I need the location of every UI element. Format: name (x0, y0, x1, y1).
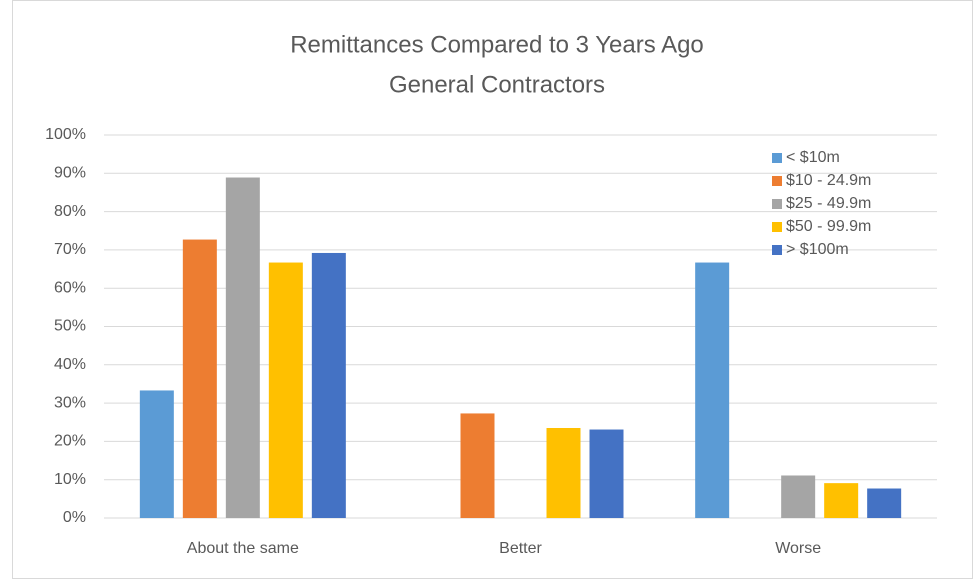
bar (824, 483, 859, 518)
legend-label: $25 - 49.9m (786, 195, 871, 212)
bar (182, 239, 217, 518)
y-tick-label: 60% (54, 279, 86, 296)
bar (781, 475, 816, 518)
chart-subtitle: General Contractors (389, 71, 605, 98)
legend-swatch (772, 153, 782, 163)
legend-swatch (772, 245, 782, 255)
legend-swatch (772, 199, 782, 209)
x-tick-label: About the same (187, 540, 299, 557)
y-tick-label: 100% (45, 126, 86, 143)
x-tick-label: Worse (775, 540, 821, 557)
bar (311, 252, 346, 519)
legend-swatch (772, 222, 782, 232)
y-tick-label: 0% (63, 509, 86, 526)
bar (268, 262, 303, 518)
bar (546, 427, 581, 518)
y-tick-label: 50% (54, 318, 86, 335)
legend-label: $50 - 99.9m (786, 218, 871, 235)
x-tick-label: Better (499, 540, 542, 557)
legend-label: > $100m (786, 241, 849, 258)
legend-swatch (772, 176, 782, 186)
chart-title: Remittances Compared to 3 Years Ago (290, 31, 704, 58)
y-tick-label: 10% (54, 471, 86, 488)
legend-label: < $10m (786, 149, 840, 166)
bar (589, 429, 624, 518)
legend-label: $10 - 24.9m (786, 172, 871, 189)
bar (460, 413, 495, 518)
y-tick-label: 70% (54, 241, 86, 258)
y-tick-label: 90% (54, 165, 86, 182)
bar (695, 262, 730, 518)
bar (225, 177, 260, 518)
y-tick-label: 40% (54, 356, 86, 373)
y-tick-label: 80% (54, 203, 86, 220)
bar (867, 488, 902, 518)
bar (139, 390, 174, 518)
y-tick-label: 20% (54, 433, 86, 450)
y-tick-label: 30% (54, 394, 86, 411)
